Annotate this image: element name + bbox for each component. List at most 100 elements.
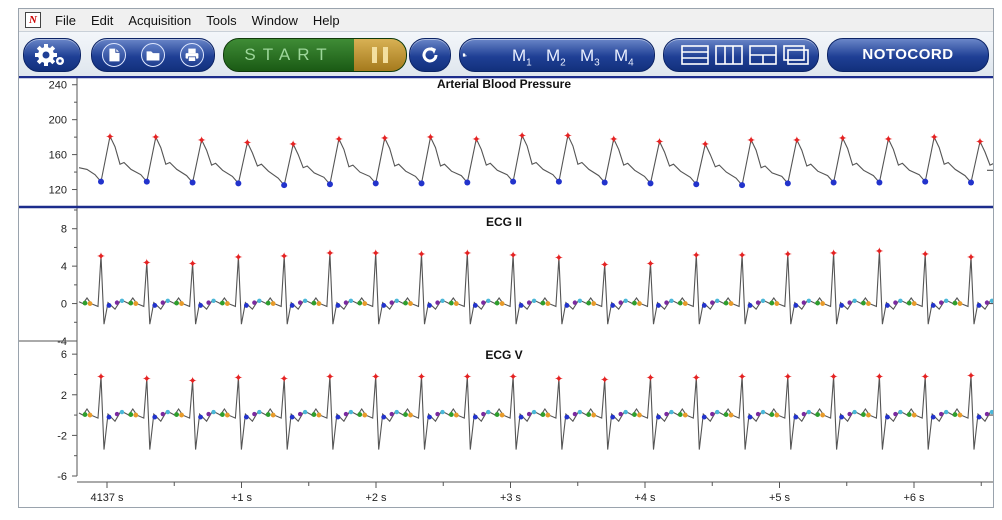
q-marker [133,412,139,418]
r-peak-marker: ✦ [921,249,930,261]
r-peak-marker: ✦ [188,376,197,388]
s-marker [839,414,845,420]
r-peak-marker: ✦ [463,248,472,260]
systolic-marker: ✦ [517,130,526,142]
menu-acquisition[interactable]: Acquisition [128,12,192,28]
layout-columns-icon[interactable] [715,45,743,65]
menu-help[interactable]: Help [312,12,340,28]
t-end-marker [852,409,857,415]
marker-m2-letter: M [546,46,561,65]
systolic-marker: ✦ [975,137,984,149]
y-tick-label: 160 [49,150,67,162]
settings-button[interactable] [23,38,81,72]
layout-rows-icon[interactable] [681,45,709,65]
reset-button[interactable] [409,38,451,72]
q-marker [408,301,413,306]
p-wave-marker [815,300,821,306]
open-file-button[interactable] [141,43,165,67]
y-tick-label: 200 [49,115,67,127]
markers-group: M1 M2 M3 M4 [459,38,655,72]
menu-edit[interactable]: Edit [90,12,114,28]
menu-file[interactable]: File [55,12,76,28]
start-button[interactable]: START [224,39,354,71]
t-end-marker [531,298,537,303]
r-peak-marker: ✦ [508,371,517,383]
t-end-marker [348,409,354,415]
diastolic-marker [189,179,196,186]
layout-cascade-icon[interactable] [783,45,805,61]
toolbar: START M1 M2 M3 M4 NOTOCOR [19,31,993,77]
q-marker [453,412,459,418]
marker-m2-button[interactable]: M2 [546,39,566,69]
p-wave-marker [769,412,775,417]
t-end-marker [486,298,491,303]
p-wave-marker [952,412,958,417]
systolic-marker: ✦ [334,134,343,146]
menu-tools[interactable]: Tools [206,12,237,28]
t-end-marker [119,298,125,303]
menu-window[interactable]: Window [251,12,298,28]
systolic-marker: ✦ [701,139,710,151]
t-end-marker [440,409,445,415]
t-end-marker [577,409,583,415]
s-marker [198,414,203,420]
s-marker [885,303,890,308]
t-marker [939,300,944,305]
systolic-marker: ✦ [609,134,618,146]
diastolic-marker [510,178,517,185]
t-end-marker [898,409,903,415]
marker-icon [462,53,467,57]
print-button[interactable] [180,43,204,67]
r-peak-marker: ✦ [508,250,517,262]
y-tick-label: 120 [49,185,67,197]
marker-m1-button[interactable]: M1 [512,39,532,69]
chart-title: ECG II [486,215,522,229]
marker-m3-letter: M [580,46,595,65]
y-tick-label: 2 [61,390,67,402]
new-file-button[interactable] [102,43,126,67]
p-wave-marker [82,412,88,417]
marker-m3-number: 3 [594,57,600,69]
t-marker [618,300,623,305]
y-tick-label: -6 [57,471,67,483]
marker-m3-button[interactable]: M3 [580,39,600,69]
marker-m4-button[interactable]: M4 [614,39,634,69]
s-marker [656,414,661,420]
p-wave-marker [861,412,866,417]
t-end-marker [577,298,583,303]
t-end-marker [669,409,674,415]
t-end-marker [806,409,812,415]
y-tick-label: -2 [57,430,67,442]
s-marker [381,414,387,420]
t-marker [664,300,669,305]
p-wave-marker [265,412,271,417]
s-marker [564,414,570,420]
systolic-marker: ✦ [792,135,801,147]
t-end-marker [531,409,537,415]
chart-title: Arterial Blood Pressure [437,77,571,91]
p-wave-marker [540,300,546,306]
r-peak-marker: ✦ [737,371,746,383]
diastolic-marker [143,178,150,185]
p-wave-marker [219,412,225,417]
t-marker [343,300,349,305]
t-end-marker [989,409,993,415]
systolic-marker: ✦ [746,135,755,147]
t-marker [526,300,532,305]
diastolic-marker [372,180,379,187]
r-peak-marker: ✦ [783,371,792,383]
t-marker [710,411,715,417]
q-marker [957,301,963,306]
pause-button[interactable] [354,39,406,71]
t-marker [755,300,761,305]
p-wave-marker [632,300,637,306]
p-wave-marker [219,300,225,306]
t-marker [160,411,165,417]
r-peak-marker: ✦ [554,253,563,265]
r-peak-marker: ✦ [188,258,197,270]
t-end-marker [989,298,993,303]
s-marker [930,414,936,420]
notocord-window: N File Edit Acquisition Tools Window Hel… [18,8,994,508]
s-marker [701,303,707,308]
